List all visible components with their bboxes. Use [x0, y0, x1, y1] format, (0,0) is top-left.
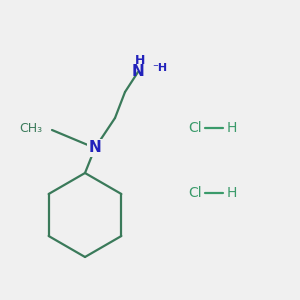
Text: N: N: [132, 64, 144, 80]
Text: CH₃: CH₃: [19, 122, 42, 134]
Text: ⁻H: ⁻H: [152, 63, 167, 73]
Text: Cl: Cl: [188, 186, 202, 200]
Text: N: N: [88, 140, 101, 155]
Text: H: H: [227, 186, 237, 200]
Text: H: H: [135, 55, 145, 68]
Text: Cl: Cl: [188, 121, 202, 135]
Text: H: H: [227, 121, 237, 135]
